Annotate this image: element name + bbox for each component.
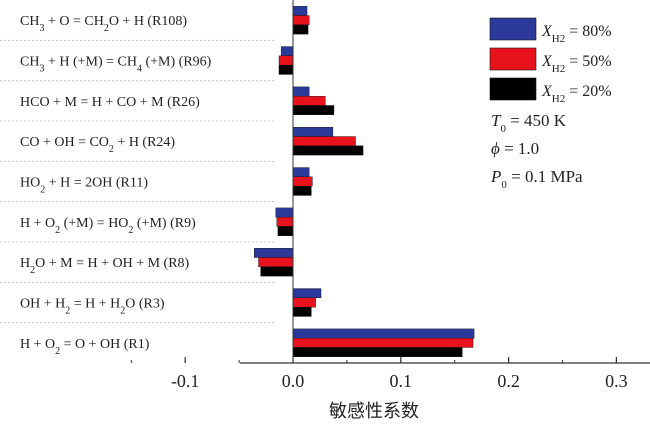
bar <box>292 136 356 147</box>
bar <box>292 6 308 16</box>
bar <box>292 297 316 308</box>
x-tick-label: -0.1 <box>171 371 200 391</box>
bar <box>292 176 313 187</box>
bar <box>277 226 294 236</box>
condition-text: P0 = 0.1 MPa <box>490 167 583 191</box>
bar <box>292 185 312 196</box>
category-label: HCO + M = H + CO + M (R26) <box>20 95 200 110</box>
axes <box>0 0 650 364</box>
x-tick-label: 0.1 <box>390 371 413 391</box>
category-label: H2O + M = H + OH + M (R8) <box>20 256 190 276</box>
category-label: CH3 + O = CH2O + H (R108) <box>20 14 187 33</box>
bar <box>292 105 335 115</box>
legend-swatch <box>489 17 537 41</box>
bar <box>292 337 474 348</box>
condition-text: T0 = 450 K <box>491 111 567 135</box>
legend-label: XH2 = 20% <box>541 83 612 105</box>
bar <box>258 257 294 268</box>
bar <box>276 216 294 227</box>
category-label: CH3 + H (+M) = CH4 (+M) (R96) <box>20 55 212 75</box>
bar <box>260 266 294 277</box>
category-label: OH + H2 = H + H2O (R3) <box>20 297 165 317</box>
bar <box>292 95 326 106</box>
x-tick-label: 0.0 <box>282 371 305 391</box>
category-label: H + O2 (+M) = HO2 (+M) (R9) <box>20 216 196 236</box>
bar <box>275 207 294 218</box>
bar <box>292 288 322 299</box>
bar <box>292 127 334 137</box>
bar <box>278 64 294 75</box>
category-labels: CH3 + O = CH2O + H (R108) CH3 + H (+M) = … <box>20 14 212 356</box>
bar <box>292 145 364 156</box>
x-tick-label: 0.3 <box>605 371 628 391</box>
x-axis-label: 敏感性系数 <box>329 401 419 422</box>
bar <box>292 328 475 339</box>
bar <box>278 55 294 66</box>
bar <box>292 24 309 35</box>
x-tick-labels: -0.1 0.0 0.1 0.2 0.3 <box>171 371 628 391</box>
legend-label: XH2 = 80% <box>541 23 612 45</box>
conditions: T0 = 450 K ϕ = 1.0 P0 = 0.1 MPa <box>490 111 583 191</box>
legend-swatch <box>489 47 537 71</box>
bar <box>280 46 294 57</box>
category-label: H + O2 = O + OH (R1) <box>20 337 150 357</box>
bar <box>292 306 312 317</box>
category-label: HO2 + H = 2OH (R11) <box>20 176 148 196</box>
condition-text: ϕ = 1.0 <box>491 139 539 158</box>
bar <box>292 15 310 26</box>
bar <box>253 248 294 258</box>
plot-bars <box>253 6 475 357</box>
legend-swatch <box>489 77 537 101</box>
bar <box>292 347 463 357</box>
bar <box>292 86 310 97</box>
x-tick-label: 0.2 <box>497 371 520 391</box>
legend: XH2 = 80% XH2 = 50% XH2 = 20% <box>489 17 612 105</box>
category-label: CO + OH = CO2 + H (R24) <box>20 135 175 155</box>
legend-label: XH2 = 50% <box>541 53 612 75</box>
bar <box>292 167 310 178</box>
